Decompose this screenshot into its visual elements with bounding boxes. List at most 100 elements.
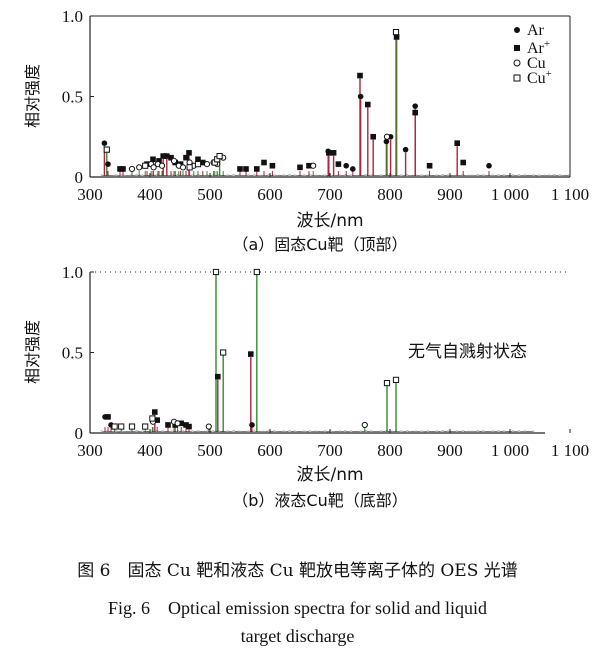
caption-chinese: 图 6 固态 Cu 靶和液态 Cu 靶放电等离子体的 OES 光谱 [77, 561, 518, 581]
panel-a-marker-cu-ion [142, 162, 149, 169]
panel-b-marker-ar-ion [178, 420, 184, 427]
panel-a-y-ticks: 0 0.5 1.0 [62, 7, 94, 187]
panel-a-marker-cu [383, 133, 391, 140]
panel-a-marker-cu [158, 162, 166, 169]
panel-a-marker-ar [350, 166, 356, 172]
legend-label-ar-ion: Ar+ [527, 38, 550, 57]
legend-ar-ion: Ar+ [514, 38, 550, 57]
panel-b-y-tick-label: 0 [75, 424, 84, 443]
panel-a-y-label: 相对强度 [23, 64, 42, 128]
panel-a-marker-ar-ion [412, 109, 418, 116]
panel-a: 300 400 500 600 700 800 900 1 000 1 100 00.51.0 … [23, 7, 589, 254]
panel-a-x-tick-label: 700 [317, 185, 343, 204]
panel-b-marker-cu-ion [392, 376, 400, 383]
caption-english-line2: target discharge [240, 626, 355, 646]
panel-a-x-tick-label: 400 [137, 185, 163, 204]
panel-a-marker-ar-ion [150, 156, 156, 163]
panel-b-y-label: 相对强度 [23, 320, 42, 384]
legend-marker-ar [514, 27, 520, 33]
panel-a-marker-cu [136, 164, 143, 171]
legend-label-cu-ion-text: Cu [527, 70, 546, 87]
panel-b-x-tick-label: 500 [197, 441, 223, 460]
panel-a-markers [101, 29, 492, 173]
panel-a-marker-cu-ion [186, 164, 193, 171]
panel-a-marker-ar-ion [120, 166, 126, 172]
panel-b-spectrum-lines [104, 275, 397, 432]
panel-a-x-tick-label: 300 [77, 185, 103, 204]
panel-a-marker-ar [343, 162, 350, 169]
panel-a-marker-cu [310, 162, 317, 169]
panel-a-x-label: 波长/nm [296, 211, 363, 231]
legend-label-ar-ion-sup: + [544, 38, 550, 50]
legend-cu-ion: Cu+ [513, 68, 552, 87]
panel-b-marker-cu [205, 423, 212, 430]
panel-b-marker-cu-ion [220, 349, 227, 356]
panel-a-marker-ar-ion [200, 159, 206, 166]
panel-b-x-label: 波长/nm [296, 465, 363, 485]
panel-b-y-tick-label: 0.5 [62, 344, 83, 363]
legend-label-ar: Ar [527, 22, 545, 39]
panel-a-baseline [100, 174, 570, 177]
panel-b-marker-cu-ion [118, 423, 125, 430]
panel-a-marker-ar-ion [454, 140, 460, 146]
panel-a-marker-ar-ion [117, 166, 123, 172]
panel-b-y-ticks: 0 0.5 1.0 [62, 263, 94, 443]
panel-b-x-tick-label: 1 000 [491, 441, 529, 460]
panel-b-marker-cu-ion [142, 423, 149, 430]
panel-b-baseline [100, 430, 535, 433]
legend-label-cu-ion-sup: + [546, 68, 552, 80]
panel-b-y-tick-label: 1.0 [62, 263, 83, 282]
panel-a-x-tick-label: 1 000 [491, 185, 529, 204]
panel-a-marker-cu-ion [194, 161, 202, 168]
panel-b-marker-ar-ion [248, 351, 254, 357]
panel-a-spectrum-lines [103, 35, 490, 176]
panel-a-marker-ar-ion [237, 166, 243, 172]
panel-a-x-tick-label: 900 [437, 185, 463, 204]
panel-b-marker-ar-ion [105, 414, 111, 420]
panel-a-marker-ar [101, 140, 108, 146]
panel-a-marker-cu-ion [392, 29, 400, 36]
panel-b-marker-ar-ion [154, 417, 160, 423]
panel-a-x-tick-label: 600 [257, 185, 283, 204]
legend-label-cu: Cu [527, 55, 546, 72]
legend-label-ar-ion-text: Ar [527, 40, 545, 57]
panel-a-subtitle: （a）固态Cu靶（顶部） [232, 235, 407, 254]
panel-a-marker-cu [128, 165, 136, 173]
panel-b-marker-ar-ion [215, 373, 221, 380]
panel-b-x-tick-label: 600 [257, 441, 283, 460]
panel-a-marker-ar [105, 161, 111, 167]
panel-a-y-tick-label: 0.5 [62, 88, 83, 107]
panel-a-marker-ar-ion [186, 150, 192, 156]
panel-a-y-tick-label: 1.0 [62, 7, 83, 26]
panel-a-marker-ar-ion [426, 162, 433, 169]
panel-a-marker-cu [150, 164, 157, 171]
panel-a-marker-cu [179, 164, 187, 171]
panel-a-y-tick-label: 0 [75, 168, 84, 187]
panel-a-marker-ar-ion [326, 150, 332, 156]
legend-marker-cu [513, 59, 521, 67]
panel-b-x-tick-label: 900 [437, 441, 463, 460]
panel-a-marker-ar-ion [156, 158, 162, 164]
panel-a-marker-ar-ion [254, 166, 260, 172]
panel-b-marker-ar-ion [152, 409, 158, 415]
panel-a-marker-ar-ion [370, 133, 376, 140]
panel-b-marker-ar-ion [186, 423, 192, 430]
panel-a-marker-ar-ion [306, 162, 312, 169]
panel-a-marker-ar-ion [183, 154, 189, 161]
panel-b-x-tick-label: 800 [377, 441, 403, 460]
panel-b-marker-cu-ion [383, 379, 391, 387]
legend-marker-cu-ion [513, 74, 521, 82]
panel-b-x-tick-label: 300 [77, 441, 103, 460]
caption-english-line1: Fig. 6 Optical emission spectra for soli… [108, 598, 487, 618]
panel-a-marker-ar-ion [195, 156, 201, 163]
legend-ar: Ar [514, 22, 545, 39]
panel-b-annotation: 无气自溅射状态 [408, 342, 527, 362]
legend-cu: Cu [513, 55, 546, 72]
panel-b-markers [102, 268, 400, 430]
panel-b-x-tick-label: 700 [317, 441, 343, 460]
panel-b-marker-cu-ion [149, 415, 156, 422]
panel-a-marker-cu [170, 157, 178, 164]
panel-a-x-tick-label: 500 [197, 185, 223, 204]
panel-a-marker-cu-ion [216, 152, 223, 160]
panel-a-marker-cu-ion [103, 146, 110, 153]
